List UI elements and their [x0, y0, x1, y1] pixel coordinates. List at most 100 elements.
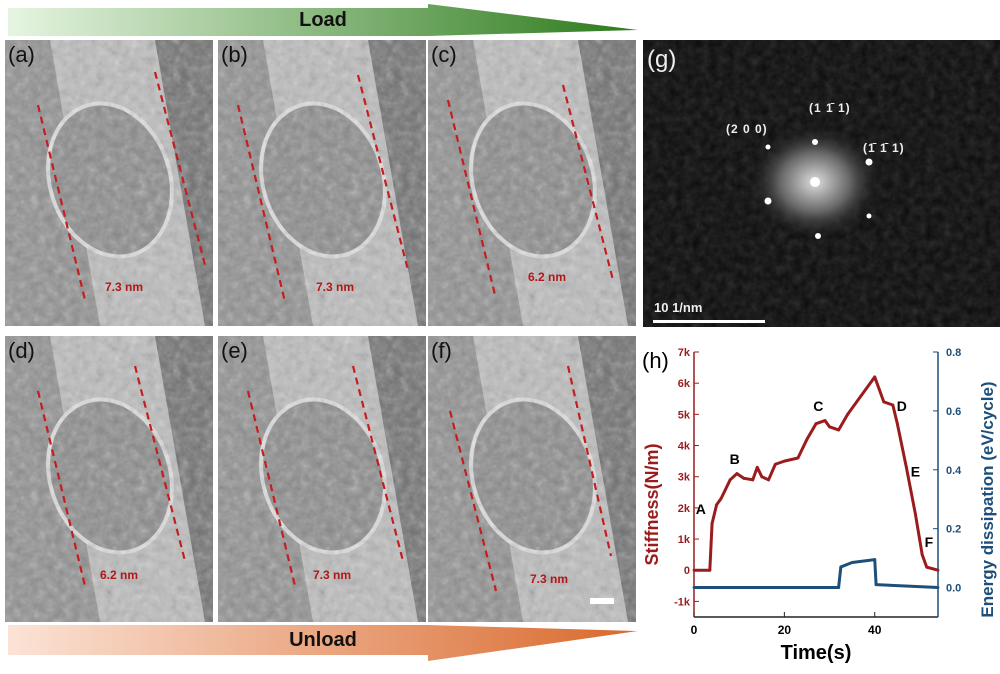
energy-dissipation-line	[694, 558, 939, 590]
energy-point	[850, 561, 854, 564]
x-tick-label: 0	[691, 623, 698, 637]
tem-image-panel: (d) 6.2 nm	[5, 336, 213, 622]
red-dashed-line	[36, 104, 87, 301]
stiffness-point	[708, 568, 712, 572]
fft-panel: (g) (2 0 0) (1 1̄ 1) (1̄ 1̄ 1) 10 1/nm	[643, 40, 1000, 327]
diffraction-spot	[765, 144, 771, 150]
point-annotation: D	[897, 398, 907, 414]
y2-axis-label: Energy dissipation (eV/cycle)	[978, 381, 997, 617]
stiffness-point	[773, 462, 777, 466]
stiffness-point	[760, 475, 764, 479]
stiffness-point	[767, 478, 770, 482]
point-annotation: E	[911, 464, 920, 480]
chart-panel-label: (h)	[642, 348, 669, 373]
stiffness-point	[837, 428, 840, 432]
y-tick-label: 5k	[678, 409, 691, 421]
y2-tick-label: 0.0	[946, 583, 961, 595]
y-tick-label: 4k	[678, 441, 691, 453]
stiffness-point	[873, 375, 877, 379]
scale-bar	[590, 598, 614, 604]
energy-point	[873, 558, 877, 561]
panel-label: (d)	[8, 338, 35, 363]
stiffness-point	[742, 476, 746, 480]
stiffness-point	[904, 465, 908, 469]
diffraction-spot	[764, 197, 772, 205]
diffraction-spot	[866, 213, 872, 219]
energy-point	[692, 586, 696, 589]
energy-point	[839, 565, 843, 569]
stiffness-point	[735, 472, 739, 475]
stiffness-point	[859, 394, 863, 398]
y2-tick-label: 0.4	[946, 465, 962, 477]
unload-label: Unload	[289, 628, 357, 651]
width-measurement: 7.3 nm	[313, 568, 352, 582]
energy-point	[936, 586, 940, 589]
x-tick-label: 20	[778, 623, 792, 637]
red-dashed-line	[36, 390, 87, 587]
x-tick-label: 40	[868, 623, 882, 637]
stiffness-point	[805, 437, 809, 441]
stiffness-point	[882, 400, 886, 404]
panel-label: (f)	[431, 338, 452, 363]
width-measurement: 6.2 nm	[100, 568, 139, 582]
red-dashed-line	[448, 410, 498, 592]
scale-bar-label: 10 1/nm	[654, 300, 703, 315]
fft-panel-label: (g)	[647, 46, 677, 73]
tem-micrograph	[218, 40, 426, 326]
y-axis-label: Stiffness(N/m)	[642, 443, 662, 565]
stiffness-point	[728, 478, 732, 482]
y2-tick-label: 0.2	[946, 524, 961, 536]
tem-micrograph	[428, 336, 636, 622]
point-annotation: B	[730, 451, 740, 467]
tem-image-panel: (f) 7.3 nm	[428, 336, 636, 622]
stiffness-point	[751, 478, 755, 482]
tem-micrograph	[5, 40, 213, 326]
stiffness-point	[719, 497, 723, 500]
stiffness-point	[823, 419, 827, 422]
stiffness-point	[828, 425, 831, 429]
y2-tick-label: 0.8	[946, 347, 961, 359]
width-measurement: 7.3 nm	[530, 572, 569, 586]
y-tick-label: 7k	[678, 347, 691, 359]
point-annotation: F	[925, 534, 934, 550]
tem-image-panel: (e) 7.3 nm	[218, 336, 426, 622]
stiffness-point	[846, 412, 850, 416]
red-dashed-line	[153, 71, 207, 266]
stiffness-point	[920, 553, 924, 557]
width-measurement: 6.2 nm	[528, 270, 567, 284]
y-tick-label: 2k	[678, 503, 691, 515]
panel-label: (c)	[431, 42, 457, 67]
tem-image-panel: (b) 7.3 nm	[218, 40, 426, 326]
load-arrow: Load	[8, 4, 638, 36]
stiffness-point	[877, 388, 881, 391]
stiffness-point	[895, 422, 899, 426]
red-dashed-line	[356, 74, 410, 271]
stiffness-point	[692, 568, 696, 572]
tem-image-panel: (c) 6.2 nm	[428, 40, 636, 326]
y-tick-label: 1k	[678, 534, 691, 546]
tem-micrograph	[428, 40, 636, 326]
panel-label: (e)	[221, 338, 248, 363]
y-tick-label: 0	[684, 565, 690, 577]
load-arrow-shape	[8, 4, 638, 36]
tem-micrograph	[218, 336, 426, 622]
stiffness-point	[715, 503, 718, 507]
spot-label-1bar-1bar-1: (1̄ 1̄ 1)	[863, 141, 905, 155]
stiffness-point	[891, 403, 895, 407]
y2-tick-label: 0.6	[946, 406, 961, 418]
red-dashed-line	[133, 365, 187, 562]
energy-point	[837, 586, 840, 589]
red-dashed-line	[566, 365, 613, 557]
y-tick-label: 6k	[678, 378, 691, 390]
energy-point	[874, 583, 878, 587]
panel-label: (a)	[8, 42, 35, 67]
fft-pattern	[643, 40, 1000, 327]
stiffness-point	[796, 456, 800, 460]
load-label: Load	[299, 8, 347, 31]
tem-image-panel: (a) 7.3 nm	[5, 40, 213, 326]
width-measurement: 7.3 nm	[316, 280, 355, 294]
x-axis-label: Time(s)	[781, 642, 852, 664]
y-tick-label: -1k	[674, 596, 691, 608]
width-measurement: 7.3 nm	[105, 280, 144, 294]
diffraction-spot	[865, 158, 873, 166]
